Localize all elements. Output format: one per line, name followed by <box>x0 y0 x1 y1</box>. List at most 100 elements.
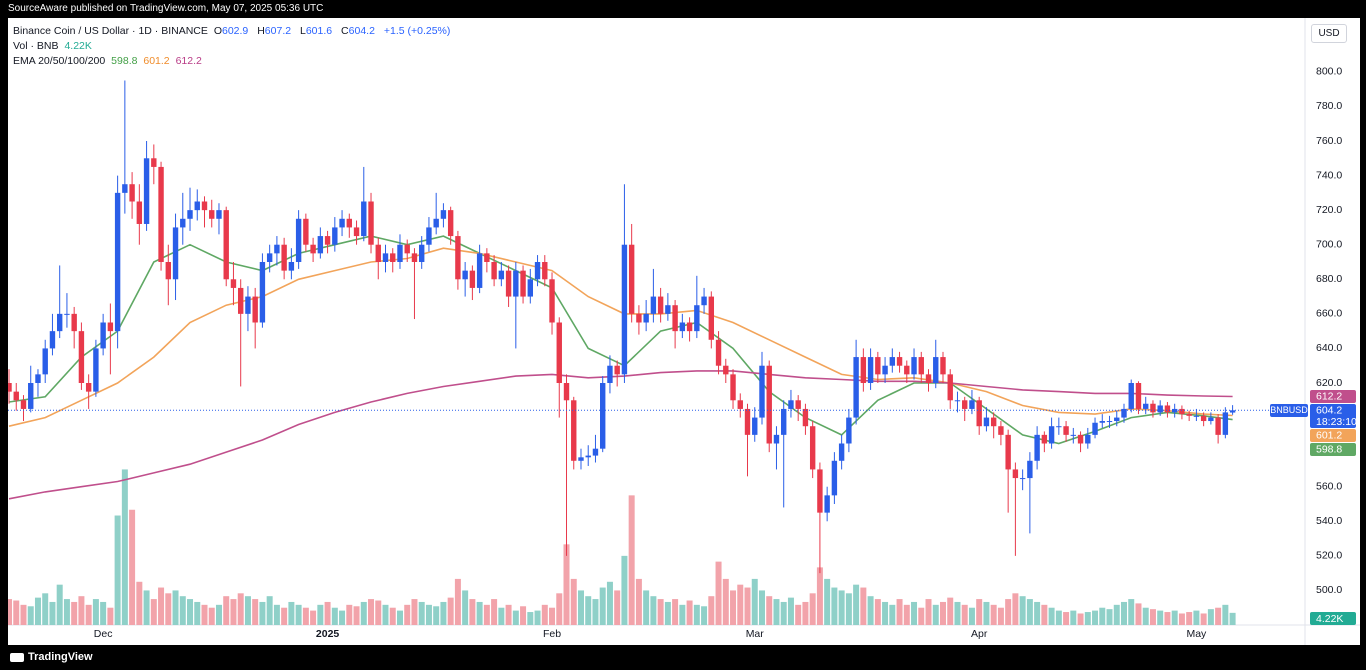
candle-body <box>766 365 772 444</box>
ohlc-key: H <box>257 25 265 37</box>
volume-bar <box>795 604 802 625</box>
volume-bar <box>1200 613 1207 625</box>
candle-body <box>230 279 237 288</box>
volume-bar <box>339 610 346 625</box>
volume-bar <box>693 604 700 625</box>
symbol-tag <box>1270 403 1308 417</box>
volume-bar <box>838 590 845 625</box>
volume-bar <box>664 601 671 625</box>
candle-body <box>35 374 41 383</box>
candle-body <box>266 253 273 262</box>
volume-bar <box>911 601 918 625</box>
candle-body <box>1005 434 1011 470</box>
candle-body <box>694 305 700 332</box>
volume-bar <box>1070 610 1077 625</box>
candle-body <box>259 262 266 323</box>
volume-bar <box>201 604 208 625</box>
ohlc: L601.6 <box>300 25 335 37</box>
y-tick-label: 660.0 <box>1316 308 1342 320</box>
candle-body <box>1229 410 1236 413</box>
volume-bar <box>150 599 157 625</box>
candle-body <box>737 400 743 409</box>
candle-body <box>288 262 295 271</box>
x-tick-label: Apr <box>971 628 988 640</box>
volume-bar <box>1012 593 1019 625</box>
volume-bar <box>498 607 505 625</box>
volume-bar <box>1135 603 1142 625</box>
candle-body <box>433 218 439 228</box>
volume-bar <box>71 601 78 625</box>
volume-bar <box>252 599 259 625</box>
candle-body <box>853 357 859 418</box>
volume-bar <box>259 601 266 625</box>
volume-bar <box>215 604 222 625</box>
candle-body <box>752 417 758 435</box>
candle-body <box>1063 426 1069 435</box>
volume-bar <box>324 601 331 625</box>
candle-body <box>122 184 128 193</box>
volume-bar <box>585 596 592 625</box>
volume-bar <box>129 509 136 625</box>
candle-body <box>875 357 881 375</box>
volume-bar <box>816 567 823 625</box>
candle-body <box>592 448 599 456</box>
candle-body <box>824 495 830 513</box>
candle-body <box>85 383 92 392</box>
y-tick-label: 800.0 <box>1316 66 1342 78</box>
candle-body <box>998 426 1004 435</box>
volume-bar <box>310 610 317 625</box>
currency-button[interactable]: USD <box>1311 24 1347 43</box>
candle-body <box>353 227 360 237</box>
candle-body <box>802 408 809 427</box>
volume-bar <box>56 584 63 625</box>
volume-bar <box>751 578 758 625</box>
volume-bar <box>1157 610 1164 625</box>
candle-body <box>954 400 961 402</box>
volume-bar <box>100 601 107 625</box>
candle-body <box>600 383 606 449</box>
candle-body <box>549 279 555 323</box>
volume-bar <box>1099 607 1106 625</box>
volume-bar <box>983 601 990 625</box>
ohlc: H607.2 <box>257 25 294 37</box>
volume-bar <box>353 606 360 625</box>
volume-bar <box>281 607 288 625</box>
volume-bar <box>1005 599 1012 625</box>
y-tick-label: 540.0 <box>1316 515 1342 527</box>
volume-bar <box>954 601 961 625</box>
candle-body <box>1208 417 1214 422</box>
y-tick-label: 520.0 <box>1316 550 1342 562</box>
candle-body <box>1077 434 1084 444</box>
volume-bar <box>27 606 34 625</box>
candle-body <box>295 218 302 262</box>
volume-value: 4.22K <box>64 40 92 52</box>
candle-body <box>346 218 353 228</box>
candle-body <box>484 253 490 262</box>
candle-body <box>614 365 620 375</box>
candle-body <box>867 357 874 383</box>
candle-body <box>788 400 794 409</box>
candle-body <box>1150 403 1156 413</box>
volume-bar <box>758 590 765 625</box>
candle-body <box>505 270 512 297</box>
volume-bar <box>512 610 519 625</box>
price-tag <box>1310 442 1356 456</box>
legend-row: Binance Coin / US Dollar · 1D · BINANCE … <box>13 24 453 39</box>
candle-body <box>440 210 447 219</box>
volume-bar <box>527 612 534 625</box>
volume-bar <box>223 596 230 625</box>
volume-bar <box>382 604 389 625</box>
volume-bar <box>853 584 860 625</box>
volume-bar <box>411 599 418 625</box>
candle-body <box>1157 405 1163 413</box>
candle-body <box>1027 460 1033 479</box>
volume-bar <box>78 596 85 625</box>
candle-body <box>71 313 77 332</box>
price-tag-label: 612.2 <box>1316 391 1342 403</box>
volume-bar <box>621 555 628 625</box>
candle-body <box>13 391 19 401</box>
volume-bar <box>375 600 382 625</box>
volume-bar <box>187 599 194 625</box>
candle-body <box>368 201 374 245</box>
candle-body <box>201 201 208 211</box>
